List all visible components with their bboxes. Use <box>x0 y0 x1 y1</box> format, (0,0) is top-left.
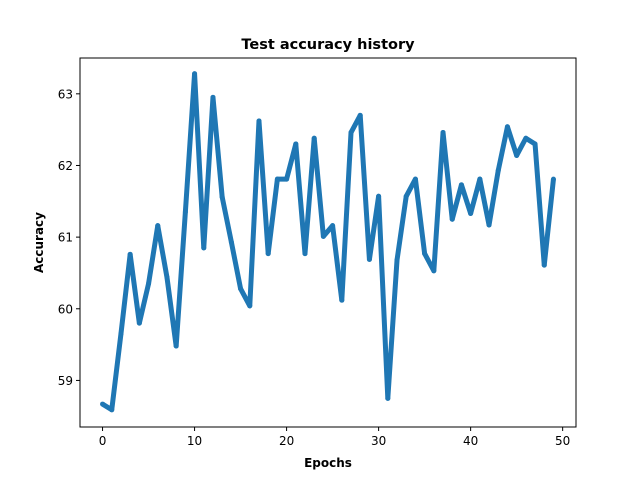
y-tick-label: 62 <box>58 159 73 173</box>
data-point <box>440 130 446 136</box>
data-point <box>495 167 501 173</box>
data-point <box>504 124 510 130</box>
x-tick-label: 50 <box>555 434 570 448</box>
data-point <box>449 216 455 222</box>
y-axis-label: Accuracy <box>32 212 46 273</box>
data-point <box>284 176 290 182</box>
x-tick-label: 40 <box>463 434 478 448</box>
data-point <box>403 193 409 199</box>
data-point <box>412 176 418 182</box>
data-point <box>192 71 198 77</box>
data-point <box>330 223 336 229</box>
data-point <box>127 251 133 257</box>
data-point <box>339 297 345 303</box>
data-point <box>210 94 216 100</box>
data-point <box>394 257 400 263</box>
x-axis: 0 10 20 30 40 50 <box>99 427 570 448</box>
series-line <box>101 71 556 413</box>
data-point <box>293 141 299 147</box>
data-point <box>155 223 161 229</box>
data-point <box>146 281 152 287</box>
x-tick-label: 10 <box>187 434 202 448</box>
data-point <box>164 274 170 280</box>
data-point <box>523 135 529 141</box>
data-point <box>256 118 262 124</box>
x-axis-label: Epochs <box>304 456 352 470</box>
y-axis: 59 60 61 62 63 <box>58 87 80 388</box>
data-point <box>431 268 437 274</box>
x-tick-label: 20 <box>279 434 294 448</box>
y-tick-label: 61 <box>58 231 73 245</box>
data-point <box>265 251 271 257</box>
y-tick-label: 63 <box>58 87 73 101</box>
data-point <box>238 286 244 292</box>
data-point <box>376 193 382 199</box>
data-point <box>541 262 547 268</box>
data-point <box>477 176 483 182</box>
data-point <box>136 320 142 326</box>
chart-title: Test accuracy history <box>241 37 415 53</box>
data-point <box>219 194 225 200</box>
data-point <box>514 152 520 158</box>
x-tick-label: 30 <box>371 434 386 448</box>
y-tick-label: 60 <box>58 302 73 316</box>
data-point <box>366 256 372 262</box>
data-point <box>458 182 464 188</box>
data-point <box>201 245 207 251</box>
data-point <box>173 343 179 349</box>
x-tick-label: 0 <box>99 434 107 448</box>
data-point <box>385 395 391 401</box>
data-point <box>118 331 124 337</box>
y-tick-label: 59 <box>58 374 73 388</box>
data-point <box>550 176 556 182</box>
data-point <box>228 239 234 245</box>
data-point <box>247 303 253 309</box>
data-point <box>422 251 428 257</box>
data-point <box>302 251 308 257</box>
data-point <box>109 407 115 413</box>
plot-area <box>100 71 556 413</box>
data-point <box>486 222 492 228</box>
data-point <box>311 135 317 141</box>
data-point <box>348 130 354 136</box>
data-point <box>274 176 280 182</box>
data-point <box>182 209 188 215</box>
axes-frame <box>79 57 577 428</box>
data-point <box>357 112 363 118</box>
data-point <box>100 401 106 407</box>
data-point <box>468 210 474 216</box>
data-point <box>532 141 538 147</box>
data-point <box>320 233 326 239</box>
